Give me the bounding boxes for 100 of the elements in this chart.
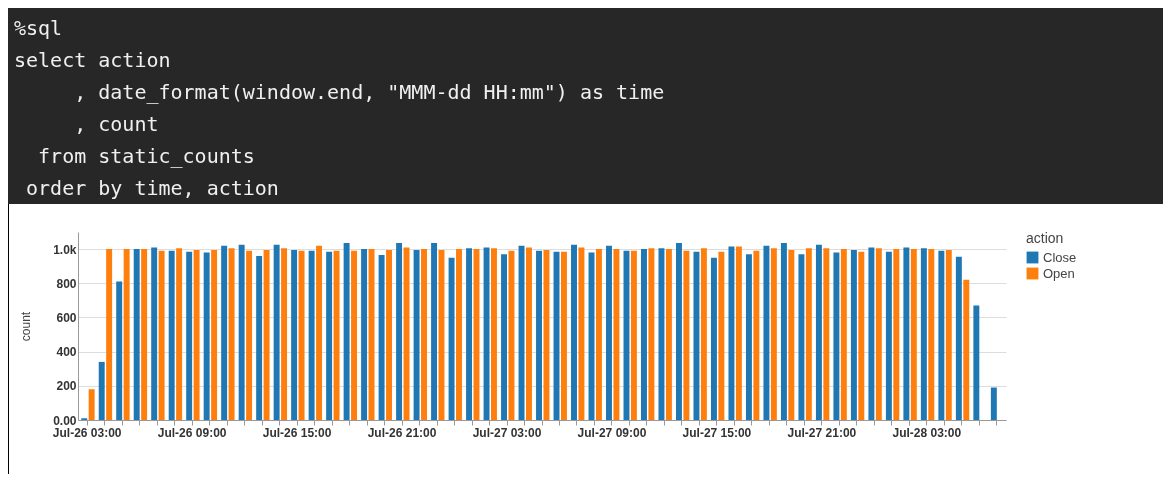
bar bbox=[333, 250, 340, 420]
bar bbox=[386, 249, 392, 420]
legend-label: Close bbox=[1043, 249, 1077, 265]
text: from static_counts bbox=[37, 143, 256, 170]
bar bbox=[343, 243, 350, 420]
bar bbox=[123, 249, 130, 420]
bar bbox=[151, 247, 158, 420]
bar bbox=[316, 245, 323, 420]
bar bbox=[221, 245, 228, 420]
bar bbox=[106, 249, 113, 420]
bar bbox=[753, 250, 760, 420]
bar bbox=[910, 249, 917, 420]
bar bbox=[448, 257, 455, 420]
bar bbox=[186, 251, 193, 420]
bar bbox=[466, 248, 473, 420]
bar bbox=[595, 249, 602, 420]
y-axis-title: count bbox=[19, 311, 34, 342]
bar bbox=[780, 243, 787, 420]
bar bbox=[683, 250, 690, 420]
bar bbox=[648, 248, 655, 420]
x-tick-label: Jul-26 09:00 bbox=[157, 425, 227, 440]
bar bbox=[945, 249, 952, 420]
bar bbox=[665, 249, 672, 420]
y-tick-label: 1.0k bbox=[53, 242, 77, 257]
text: select action bbox=[14, 47, 172, 74]
text: %sql bbox=[14, 15, 64, 42]
bar bbox=[203, 252, 210, 420]
bar bbox=[973, 305, 980, 420]
bar bbox=[578, 247, 585, 420]
bar bbox=[456, 249, 462, 420]
y-tick-label: 800 bbox=[56, 276, 77, 291]
bar bbox=[858, 251, 865, 420]
bar bbox=[770, 248, 777, 420]
bar bbox=[273, 244, 280, 420]
bar bbox=[885, 251, 892, 420]
bar bbox=[875, 248, 882, 420]
x-tick-label: Jul-27 21:00 bbox=[787, 425, 857, 440]
x-tick-label: Jul-26 03:00 bbox=[52, 425, 122, 440]
bar bbox=[525, 247, 532, 420]
bar bbox=[246, 250, 253, 420]
x-tick-label: Jul-27 03:00 bbox=[472, 425, 542, 440]
legend-label: Open bbox=[1043, 265, 1075, 281]
bar bbox=[928, 249, 935, 420]
bar bbox=[378, 255, 385, 420]
bar bbox=[298, 250, 305, 420]
bar bbox=[840, 249, 847, 420]
bar bbox=[291, 249, 298, 420]
bar bbox=[735, 246, 742, 420]
x-tick-label: Jul-28 03:00 bbox=[892, 425, 962, 440]
bar bbox=[368, 249, 375, 420]
bar bbox=[421, 249, 427, 420]
bar bbox=[308, 250, 315, 420]
bar bbox=[193, 249, 200, 420]
bar bbox=[351, 250, 358, 420]
y-tick-label: 0.00 bbox=[53, 413, 77, 428]
bar bbox=[571, 244, 577, 420]
bar bbox=[168, 250, 175, 420]
bar bbox=[263, 249, 270, 420]
bar bbox=[893, 249, 900, 420]
text: , count bbox=[73, 111, 160, 138]
bar bbox=[710, 257, 717, 420]
bar bbox=[745, 254, 752, 420]
bar bbox=[491, 248, 497, 420]
bar bbox=[920, 248, 927, 420]
bar bbox=[805, 248, 812, 420]
bar bbox=[728, 246, 735, 420]
bar bbox=[815, 244, 822, 420]
y-tick-label: 200 bbox=[56, 379, 77, 394]
bar bbox=[396, 243, 403, 420]
bar bbox=[938, 250, 945, 420]
bar bbox=[483, 247, 490, 420]
bar bbox=[903, 247, 910, 420]
bar bbox=[211, 249, 218, 420]
x-tick-label: Jul-26 21:00 bbox=[367, 425, 437, 440]
bar bbox=[116, 281, 123, 420]
text: , date_format(window.end, "MMM-dd HH:mm") as time bbox=[73, 79, 666, 106]
bar bbox=[868, 247, 875, 420]
bar bbox=[256, 255, 263, 420]
bar bbox=[98, 361, 105, 420]
bar bbox=[543, 249, 550, 420]
text: order by time, action bbox=[25, 175, 280, 202]
x-tick-label: Jul-26 15:00 bbox=[262, 425, 332, 440]
y-tick-label: 400 bbox=[56, 345, 77, 360]
bar bbox=[676, 243, 682, 420]
bar bbox=[238, 244, 245, 420]
bar bbox=[501, 254, 508, 420]
bar bbox=[536, 250, 542, 420]
bar bbox=[718, 251, 725, 420]
bar bbox=[613, 249, 620, 420]
bar bbox=[798, 254, 805, 420]
bar bbox=[823, 248, 830, 420]
bar bbox=[630, 250, 637, 420]
bar bbox=[228, 248, 235, 420]
bar bbox=[641, 249, 647, 420]
bar bbox=[693, 251, 700, 420]
bar bbox=[606, 245, 612, 420]
x-tick-label: Jul-27 09:00 bbox=[577, 425, 647, 440]
bar bbox=[788, 249, 795, 420]
bar bbox=[700, 248, 707, 420]
bar bbox=[763, 245, 770, 420]
